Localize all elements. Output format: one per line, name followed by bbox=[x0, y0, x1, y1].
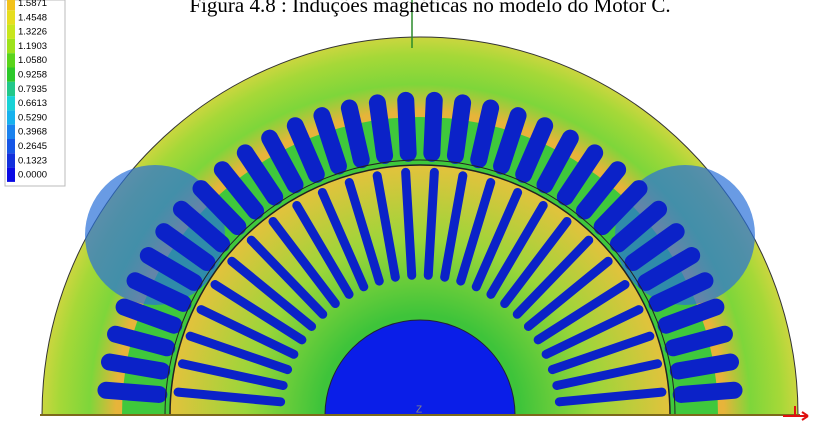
stator-slot bbox=[377, 103, 384, 156]
figure: Z Figura 4.8 : Induções magnéticas no mo… bbox=[0, 0, 813, 421]
legend-swatch bbox=[7, 82, 15, 96]
stator-slot bbox=[678, 362, 730, 371]
legend-label: 0.2645 bbox=[18, 141, 47, 152]
axis-label: Z bbox=[416, 405, 422, 416]
legend-swatch bbox=[7, 0, 15, 10]
legend-swatch bbox=[7, 125, 15, 139]
legend-label: 1.3226 bbox=[18, 27, 47, 38]
stator-slot bbox=[455, 103, 462, 156]
legend-label: 0.1323 bbox=[18, 155, 47, 166]
legend-swatch bbox=[7, 39, 15, 53]
stator-slot bbox=[479, 108, 491, 160]
stator-slot bbox=[349, 108, 361, 160]
legend-label: 0.9258 bbox=[18, 70, 47, 81]
legend-swatch bbox=[7, 68, 15, 82]
legend-swatch bbox=[7, 139, 15, 153]
legend-swatch bbox=[7, 96, 15, 110]
stator-slot bbox=[406, 100, 408, 153]
legend-label: 1.5871 bbox=[18, 0, 47, 9]
stator-slot bbox=[106, 390, 159, 394]
legend-label: 1.1903 bbox=[18, 41, 47, 52]
legend-swatch bbox=[7, 53, 15, 67]
legend-swatch bbox=[7, 153, 15, 167]
legend-label: 1.4548 bbox=[18, 12, 47, 23]
fem-plot: Z Figura 4.8 : Induções magnéticas no mo… bbox=[0, 0, 813, 421]
stator-slot bbox=[109, 362, 161, 371]
stator-slot bbox=[432, 100, 434, 153]
caption: Figura 4.8 : Induções magnéticas no mode… bbox=[189, 0, 670, 17]
legend-label: 0.6613 bbox=[18, 98, 47, 109]
stator-slot bbox=[681, 390, 734, 394]
legend-label: 0.7935 bbox=[18, 84, 47, 95]
legend-label: 0.0000 bbox=[18, 170, 47, 181]
legend-label: 0.5290 bbox=[18, 112, 47, 123]
legend-swatch bbox=[7, 25, 15, 39]
rotor-bar bbox=[406, 172, 412, 275]
legend-label: 1.0580 bbox=[18, 55, 47, 66]
legend-swatch bbox=[7, 110, 15, 124]
rotor-bar bbox=[428, 172, 434, 275]
legend-swatch bbox=[7, 168, 15, 182]
legend-label: 0.3968 bbox=[18, 127, 47, 138]
legend-swatch bbox=[7, 10, 15, 24]
